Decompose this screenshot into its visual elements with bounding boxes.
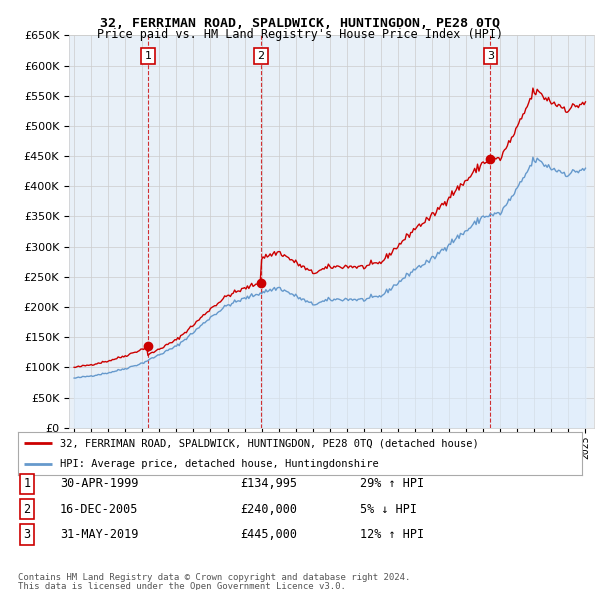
Text: 1: 1 (23, 477, 31, 490)
Text: 32, FERRIMAN ROAD, SPALDWICK, HUNTINGDON, PE28 0TQ (detached house): 32, FERRIMAN ROAD, SPALDWICK, HUNTINGDON… (60, 438, 479, 448)
Text: 32, FERRIMAN ROAD, SPALDWICK, HUNTINGDON, PE28 0TQ: 32, FERRIMAN ROAD, SPALDWICK, HUNTINGDON… (100, 17, 500, 30)
Text: 1: 1 (145, 51, 151, 61)
Text: 2: 2 (23, 503, 31, 516)
Text: HPI: Average price, detached house, Huntingdonshire: HPI: Average price, detached house, Hunt… (60, 460, 379, 469)
Text: £134,995: £134,995 (240, 477, 297, 490)
Text: 31-MAY-2019: 31-MAY-2019 (60, 528, 139, 541)
Text: Price paid vs. HM Land Registry's House Price Index (HPI): Price paid vs. HM Land Registry's House … (97, 28, 503, 41)
Text: 30-APR-1999: 30-APR-1999 (60, 477, 139, 490)
Text: £445,000: £445,000 (240, 528, 297, 541)
Text: 16-DEC-2005: 16-DEC-2005 (60, 503, 139, 516)
Text: £240,000: £240,000 (240, 503, 297, 516)
Text: 29% ↑ HPI: 29% ↑ HPI (360, 477, 424, 490)
Text: Contains HM Land Registry data © Crown copyright and database right 2024.: Contains HM Land Registry data © Crown c… (18, 573, 410, 582)
Text: 2: 2 (257, 51, 265, 61)
Text: This data is licensed under the Open Government Licence v3.0.: This data is licensed under the Open Gov… (18, 582, 346, 590)
Text: 3: 3 (487, 51, 494, 61)
Text: 5% ↓ HPI: 5% ↓ HPI (360, 503, 417, 516)
Text: 3: 3 (23, 528, 31, 541)
Text: 12% ↑ HPI: 12% ↑ HPI (360, 528, 424, 541)
